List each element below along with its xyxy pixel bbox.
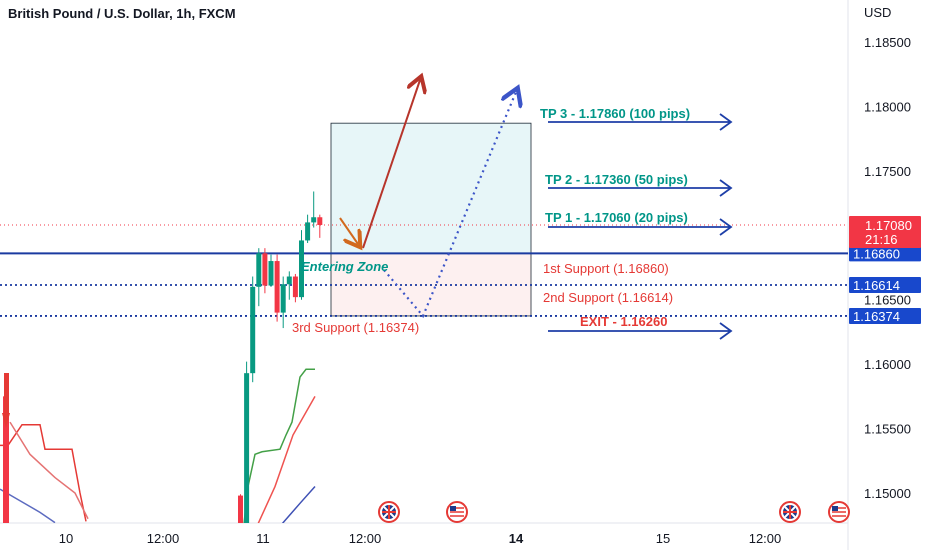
tp1-arrow xyxy=(548,218,733,236)
y-tick-label: 1.16000 xyxy=(864,357,911,372)
us-flag-icon[interactable] xyxy=(446,501,468,523)
candle-body xyxy=(311,217,317,223)
x-tick-label: 11 xyxy=(256,531,270,546)
candle-body xyxy=(244,373,250,523)
price-tag-value: 1.16860 xyxy=(853,246,900,261)
indicator-line xyxy=(243,368,315,523)
candle-body xyxy=(305,222,311,241)
tp3-arrow xyxy=(548,113,733,131)
indicator-line xyxy=(9,421,89,520)
x-tick-label: 12:00 xyxy=(349,531,382,546)
price-tag-value: 1.16614 xyxy=(853,278,900,293)
bullish-red-arrow xyxy=(362,80,420,249)
gb-flag-icon[interactable] xyxy=(378,501,400,523)
y-tick-label: 1.15000 xyxy=(864,486,911,501)
candle-body xyxy=(262,253,268,286)
indicator-line xyxy=(281,486,316,523)
tp2-label: TP 2 - 1.17360 (50 pips) xyxy=(545,172,688,187)
x-tick-label: 14 xyxy=(509,531,524,546)
entering-zone-upper-box[interactable] xyxy=(330,122,532,254)
entering-zone-label: Entering Zone xyxy=(301,259,388,274)
y-tick-label: 1.18500 xyxy=(864,35,911,50)
candle-body xyxy=(250,286,256,374)
projection-dotted-path xyxy=(383,92,516,319)
x-axis: 10 12:00 11 12:00 14 15 12:00 xyxy=(59,531,782,546)
indicator-line xyxy=(257,395,316,523)
tp1-label: TP 1 - 1.17060 (20 pips) xyxy=(545,210,688,225)
y-tick-label: 1.16500 xyxy=(864,293,911,308)
support3-label: 3rd Support (1.16374) xyxy=(292,320,419,335)
exit-label: EXIT - 1.16260 xyxy=(580,314,667,329)
candle-body xyxy=(286,276,292,285)
candle-body xyxy=(3,396,9,523)
price-tag-value: 1.16374 xyxy=(853,309,900,324)
chart-title: British Pound / U.S. Dollar, 1h, FXCM xyxy=(8,6,236,21)
price-tag-bg xyxy=(849,245,921,262)
candle-body xyxy=(268,261,274,286)
support2-label: 2nd Support (1.16614) xyxy=(543,290,673,305)
indicator-line xyxy=(0,488,56,523)
candle-body xyxy=(317,217,323,225)
candlesticks xyxy=(3,191,323,523)
currency-label: USD xyxy=(864,5,891,20)
candle-body xyxy=(280,284,286,313)
candle-body xyxy=(238,495,243,523)
candle-body xyxy=(299,240,304,298)
candle-body xyxy=(292,276,298,298)
price-levels xyxy=(0,224,848,317)
support1-label: 1st Support (1.16860) xyxy=(543,261,669,276)
x-tick-label: 10 xyxy=(59,531,73,546)
orange-arrow xyxy=(339,217,358,244)
tp2-arrow xyxy=(548,179,733,197)
candle-body xyxy=(256,253,262,287)
x-tick-label: 12:00 xyxy=(749,531,782,546)
gb-flag-icon[interactable] xyxy=(779,501,801,523)
current-price-value: 1.17080 xyxy=(865,218,912,233)
candle-body xyxy=(274,261,280,313)
y-tick-label: 1.17500 xyxy=(864,164,911,179)
signal-marker-icon xyxy=(2,373,10,428)
indicator-lines xyxy=(0,368,316,523)
x-tick-label: 12:00 xyxy=(147,531,180,546)
price-tag-bg xyxy=(849,277,921,294)
current-price-tag-bg xyxy=(849,215,921,248)
tp3-label: TP 3 - 1.17860 (100 pips) xyxy=(540,106,690,121)
current-price-countdown: 21:16 xyxy=(865,232,898,247)
y-tick-label: 1.15500 xyxy=(864,422,911,437)
y-tick-label: 1.18000 xyxy=(864,99,911,114)
y-axis: 1.150001.155001.160001.165001.170001.175… xyxy=(864,35,911,501)
x-tick-label: 15 xyxy=(656,531,670,546)
indicator-line xyxy=(0,423,87,522)
us-flag-icon[interactable] xyxy=(828,501,850,523)
price-tag-bg xyxy=(849,307,921,324)
exit-arrow xyxy=(548,322,733,340)
